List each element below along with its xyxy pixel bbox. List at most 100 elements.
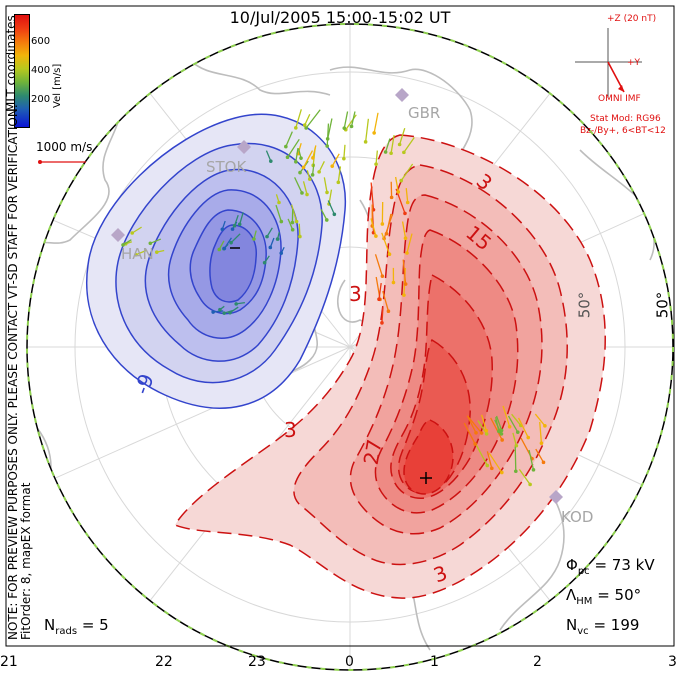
mlt-tick-21: 21 <box>0 654 18 670</box>
velocity-vector-origin <box>380 222 385 226</box>
velocity-colorbar <box>14 14 30 128</box>
velocity-vector-origin <box>294 219 299 224</box>
contour-label-27: 27 <box>358 437 387 467</box>
velocity-vector-origin <box>217 247 222 252</box>
velocity-vector-origin <box>336 180 341 185</box>
velocity-vector-origin <box>277 200 281 205</box>
velocity-vector-origin <box>300 191 304 195</box>
velocity-vector <box>480 414 487 431</box>
colorbar-tick-200: 200 <box>31 94 51 105</box>
velocity-vector-origin <box>514 443 519 448</box>
velocity-vector-origin <box>325 190 329 195</box>
velocity-vector-origin <box>384 231 389 236</box>
fit-order-label: FitOrder: 8, mapEX format <box>19 482 33 640</box>
colorbar-tick-400: 400 <box>31 65 51 76</box>
velocity-vector-origin <box>383 150 388 154</box>
velocity-vector-origin <box>279 251 284 255</box>
cross-polar-potential: Φpc = 73 kV <box>566 556 655 577</box>
velocity-vector <box>331 153 340 167</box>
velocity-vector <box>539 421 543 444</box>
imf-y-label: +Y <box>627 58 641 68</box>
contour-label-3-mid: 3 <box>349 282 362 306</box>
station-label-kod: KOD <box>561 508 594 526</box>
velocity-vector <box>304 114 311 126</box>
velocity-vector-origin <box>298 234 302 239</box>
velocity-vector <box>495 415 503 431</box>
velocity-vector-origin <box>325 137 330 141</box>
station-label-stok: STOK <box>206 158 247 176</box>
velocity-vector-origin <box>485 463 490 468</box>
imf-model: Stat Mod: RG96 <box>590 114 661 124</box>
velocity-vector <box>294 177 303 194</box>
velocity-vector-origin <box>290 227 295 232</box>
velocity-vector <box>463 422 476 445</box>
lambda-value: = 50° <box>597 586 642 604</box>
velocity-vector-origin <box>284 144 288 149</box>
velocity-vector-origin <box>130 231 135 235</box>
velocity-vector-origin <box>121 243 125 247</box>
velocity-vector <box>381 307 384 323</box>
velocity-vector <box>466 415 477 434</box>
velocity-vector <box>370 218 377 237</box>
nvc-value: = 199 <box>593 616 640 634</box>
velocity-vector <box>486 451 493 469</box>
velocity-vector-origin <box>307 177 312 181</box>
velocity-vector-origin <box>372 131 376 135</box>
velocity-vector <box>400 163 414 181</box>
velocity-vector-origin <box>402 293 406 297</box>
velocity-vector-origin <box>500 438 504 442</box>
velocity-vector-origin <box>325 144 330 148</box>
velocity-vector-origin <box>541 460 546 465</box>
velocity-vector-origin <box>317 170 321 174</box>
latitude-label-1: 50° <box>575 291 594 319</box>
velocity-vector <box>327 200 335 215</box>
velocity-vector <box>374 254 384 277</box>
velocity-vector-origin <box>332 212 337 217</box>
velocity-vector <box>345 114 357 131</box>
coordinate-system-label: MLT coordinates <box>4 15 18 112</box>
imf-clock <box>575 28 642 98</box>
velocity-vector-origin <box>386 309 391 313</box>
velocity-vector-origin <box>389 195 394 200</box>
lambda-symbol: Λ <box>566 586 577 604</box>
velocity-vector-origin <box>374 162 378 166</box>
velocity-vector-origin <box>490 466 494 471</box>
velocity-vector <box>375 150 379 165</box>
velocity-vector-origin <box>237 222 242 227</box>
velocity-vector-origin <box>290 220 295 225</box>
velocity-vector <box>223 237 232 249</box>
velocity-vector-origin <box>134 252 138 257</box>
title: 10/Jul/2005 15:00-15:02 UT <box>229 8 451 27</box>
velocity-vector-origin <box>539 441 544 446</box>
velocity-vector <box>405 188 409 203</box>
velocity-vectors <box>121 109 547 487</box>
velocity-vector <box>406 233 413 254</box>
contour-label-3-left: 3 <box>284 418 297 442</box>
velocity-vector <box>350 111 356 127</box>
velocity-vector <box>364 118 370 142</box>
velocity-vector-origin <box>387 252 392 256</box>
velocity-vector-origin <box>304 126 308 130</box>
velocity-vector-origin <box>301 165 306 170</box>
velocity-vector-origin <box>499 432 504 436</box>
velocity-vector-origin <box>311 156 315 160</box>
imf-condition: Bz-/By+, 6<BT<12 <box>580 126 666 136</box>
colorbar-unit: Vel [m/s] <box>52 63 63 108</box>
velocity-vector <box>514 446 517 472</box>
velocity-vector-origin <box>402 150 406 155</box>
velocity-vector-origin <box>234 302 238 306</box>
velocity-vector <box>385 213 392 234</box>
velocity-vector <box>535 448 545 463</box>
velocity-vector-origin <box>380 274 385 278</box>
velocity-vector <box>512 432 517 446</box>
velocity-vector-origin <box>275 237 280 241</box>
velocity-vector-origin <box>342 126 347 130</box>
potential-maximum-marker <box>420 472 432 484</box>
nrads-symbol: N <box>44 616 56 634</box>
velocity-vector-origin <box>262 260 267 265</box>
velocity-vector-origin <box>513 469 518 474</box>
velocity-vector-origin <box>220 227 225 232</box>
velocity-vector-origin <box>403 211 407 216</box>
velocity-vector <box>507 415 519 433</box>
